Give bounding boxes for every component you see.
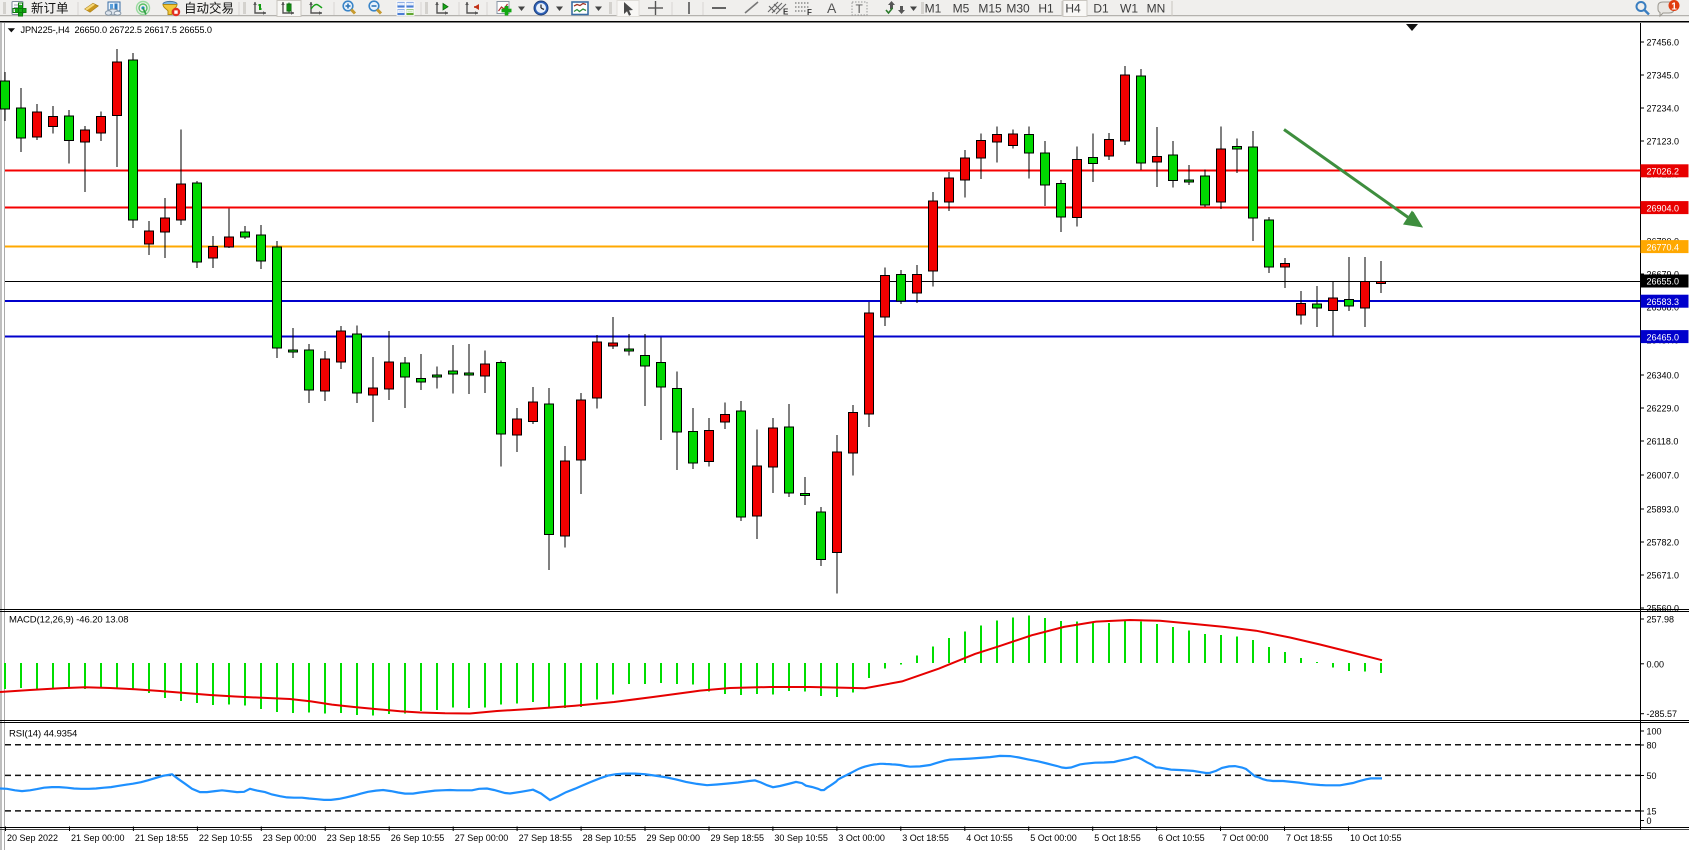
svg-text:D1: D1 [1093,2,1109,16]
svg-text:23 Sep 18:55: 23 Sep 18:55 [327,833,381,843]
svg-text:30 Sep 10:55: 30 Sep 10:55 [774,833,828,843]
svg-text:27345.0: 27345.0 [1647,71,1680,81]
svg-text:M1: M1 [925,2,942,16]
svg-text:7 Oct 18:55: 7 Oct 18:55 [1286,833,1333,843]
svg-text:21 Sep 00:00: 21 Sep 00:00 [71,833,125,843]
svg-text:1: 1 [1671,2,1677,13]
svg-text:3 Oct 00:00: 3 Oct 00:00 [838,833,885,843]
svg-text:MN: MN [1147,2,1166,16]
svg-text:26465.0: 26465.0 [1647,332,1680,342]
svg-text:26655.0: 26655.0 [1647,277,1680,287]
svg-text:21 Sep 18:55: 21 Sep 18:55 [135,833,189,843]
svg-text:26007.0: 26007.0 [1647,471,1680,481]
svg-text:27456.0: 27456.0 [1647,38,1680,48]
svg-text:5 Oct 18:55: 5 Oct 18:55 [1094,833,1141,843]
svg-text:26583.3: 26583.3 [1647,297,1680,307]
svg-text:7 Oct 00:00: 7 Oct 00:00 [1222,833,1269,843]
svg-text:26770.4: 26770.4 [1647,242,1680,252]
svg-text:25671.0: 25671.0 [1647,571,1680,581]
svg-text:25782.0: 25782.0 [1647,538,1680,548]
svg-text:M15: M15 [978,2,1002,16]
svg-text:25560.0: 25560.0 [1647,604,1680,614]
svg-text:22 Sep 10:55: 22 Sep 10:55 [199,833,253,843]
svg-text:新订单: 新订单 [31,1,69,16]
svg-text:29 Sep 00:00: 29 Sep 00:00 [647,833,701,843]
svg-text:15: 15 [1647,807,1657,817]
svg-text:25893.0: 25893.0 [1647,505,1680,515]
svg-text:0.00: 0.00 [1647,659,1665,669]
svg-text:E: E [783,8,789,17]
svg-text:50: 50 [1647,771,1657,781]
svg-text:100: 100 [1647,727,1662,737]
svg-text:H1: H1 [1038,2,1054,16]
svg-text:5 Oct 00:00: 5 Oct 00:00 [1030,833,1077,843]
svg-text:26904.0: 26904.0 [1647,203,1680,213]
svg-text:257.98: 257.98 [1647,615,1675,625]
svg-text:M5: M5 [953,2,970,16]
svg-text:26 Sep 10:55: 26 Sep 10:55 [391,833,445,843]
svg-text:自动交易: 自动交易 [184,1,234,16]
svg-text:MACD(12,26,9) -46.20 13.08: MACD(12,26,9) -46.20 13.08 [9,615,128,626]
svg-text:0: 0 [1647,816,1652,826]
svg-text:27234.0: 27234.0 [1647,104,1680,114]
svg-text:6 Oct 10:55: 6 Oct 10:55 [1158,833,1205,843]
svg-text:3 Oct 18:55: 3 Oct 18:55 [902,833,949,843]
svg-text:23 Sep 00:00: 23 Sep 00:00 [263,833,317,843]
svg-text:26118.0: 26118.0 [1647,437,1679,447]
svg-text:20 Sep 2022: 20 Sep 2022 [7,833,58,843]
svg-text:W1: W1 [1120,2,1138,16]
svg-text:29 Sep 18:55: 29 Sep 18:55 [711,833,765,843]
svg-text:F: F [807,8,812,17]
svg-text:RSI(14) 44.9354: RSI(14) 44.9354 [9,729,77,740]
svg-text:-285.57: -285.57 [1647,709,1678,719]
svg-text:T: T [856,2,864,16]
svg-text:26229.0: 26229.0 [1647,404,1680,414]
svg-text:28 Sep 10:55: 28 Sep 10:55 [583,833,637,843]
svg-text:27123.0: 27123.0 [1647,137,1680,147]
svg-text:A: A [827,0,837,16]
svg-text:M30: M30 [1006,2,1030,16]
svg-text:10 Oct 10:55: 10 Oct 10:55 [1350,833,1402,843]
svg-text:H4: H4 [1065,2,1081,16]
svg-text:27026.2: 27026.2 [1647,167,1680,177]
svg-text:26340.0: 26340.0 [1647,371,1680,381]
svg-text:4 Oct 10:55: 4 Oct 10:55 [966,833,1013,843]
svg-text:80: 80 [1647,741,1657,751]
svg-text:27 Sep 00:00: 27 Sep 00:00 [455,833,509,843]
svg-text:JPN225-,H4 26650.0 26722.5 26: JPN225-,H4 26650.0 26722.5 26617.5 26655… [21,25,212,35]
svg-text:27 Sep 18:55: 27 Sep 18:55 [519,833,573,843]
